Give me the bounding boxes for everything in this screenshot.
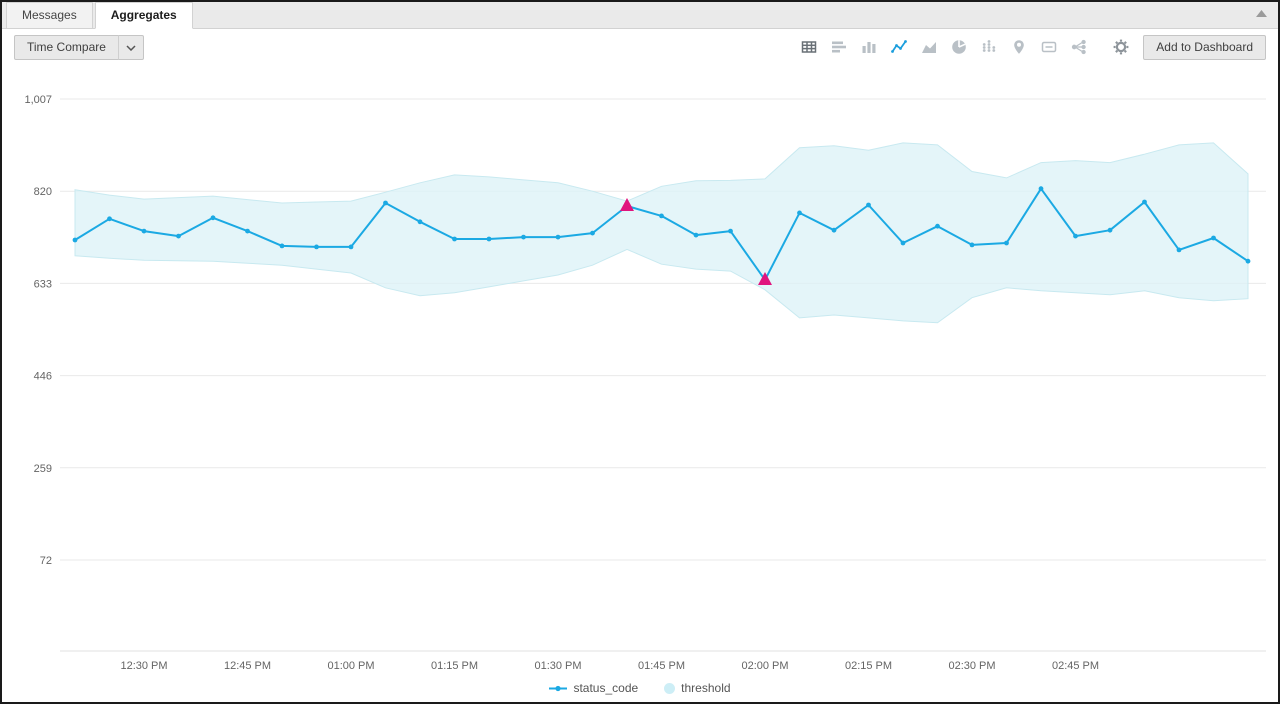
legend-label-status-code: status_code xyxy=(573,681,639,695)
svg-text:72: 72 xyxy=(40,555,52,567)
svg-text:633: 633 xyxy=(34,278,52,290)
svg-text:02:00 PM: 02:00 PM xyxy=(741,660,788,672)
chart-toolbar: Time Compare xyxy=(2,29,1278,65)
time-compare-dropdown-button[interactable] xyxy=(117,34,144,60)
svg-text:02:45 PM: 02:45 PM xyxy=(1052,660,1099,672)
chart-canvas[interactable]: 1,007 820 633 446 259 72 12:30 PM 12:45 PM 01:00… xyxy=(2,65,1278,679)
svg-text:259: 259 xyxy=(34,463,52,475)
line-series-swatch-icon xyxy=(549,685,568,691)
sankey-chart-icon[interactable] xyxy=(1070,39,1087,56)
chart-legend: status_code threshold xyxy=(2,679,1278,702)
svg-text:02:30 PM: 02:30 PM xyxy=(948,660,995,672)
tab-aggregates[interactable]: Aggregates xyxy=(94,2,193,29)
svg-text:01:00 PM: 01:00 PM xyxy=(327,660,374,672)
svg-text:12:30 PM: 12:30 PM xyxy=(120,660,167,672)
time-compare-button[interactable]: Time Compare xyxy=(14,34,119,60)
svg-text:1,007: 1,007 xyxy=(24,94,52,106)
chevron-down-icon xyxy=(126,40,136,54)
svg-text:01:45 PM: 01:45 PM xyxy=(638,660,685,672)
table-chart-icon[interactable] xyxy=(800,39,817,56)
svg-text:12:45 PM: 12:45 PM xyxy=(224,660,271,672)
map-pin-icon[interactable] xyxy=(1010,39,1027,56)
bar-horizontal-chart-icon[interactable] xyxy=(830,39,847,56)
add-to-dashboard-button[interactable]: Add to Dashboard xyxy=(1143,34,1266,60)
settings-gear-icon[interactable] xyxy=(1112,39,1129,56)
legend-item-status-code[interactable]: status_code xyxy=(549,681,638,695)
svg-text:01:30 PM: 01:30 PM xyxy=(534,660,581,672)
pie-chart-icon[interactable] xyxy=(950,39,967,56)
area-chart-icon[interactable] xyxy=(920,39,937,56)
collapse-panel-icon[interactable] xyxy=(1256,10,1267,17)
chart-panel: 1,007 820 633 446 259 72 12:30 PM 12:45 PM 01:00… xyxy=(2,65,1278,702)
band-series-swatch-icon xyxy=(664,682,676,694)
legend-label-threshold: threshold xyxy=(681,681,731,695)
svg-text:01:15 PM: 01:15 PM xyxy=(431,660,478,672)
svg-text:02:15 PM: 02:15 PM xyxy=(845,660,892,672)
svg-text:820: 820 xyxy=(34,186,52,198)
chart-type-switcher xyxy=(800,39,1129,56)
column-chart-icon[interactable] xyxy=(860,39,877,56)
tab-bar: Messages Aggregates xyxy=(2,2,1278,29)
line-chart-icon[interactable] xyxy=(890,39,907,56)
legend-item-threshold[interactable]: threshold xyxy=(664,681,731,695)
svg-text:446: 446 xyxy=(34,371,52,383)
time-compare-split-button: Time Compare xyxy=(14,34,144,60)
heatmap-chart-icon[interactable] xyxy=(980,39,997,56)
tab-messages[interactable]: Messages xyxy=(6,2,93,28)
single-value-chart-icon[interactable] xyxy=(1040,39,1057,56)
